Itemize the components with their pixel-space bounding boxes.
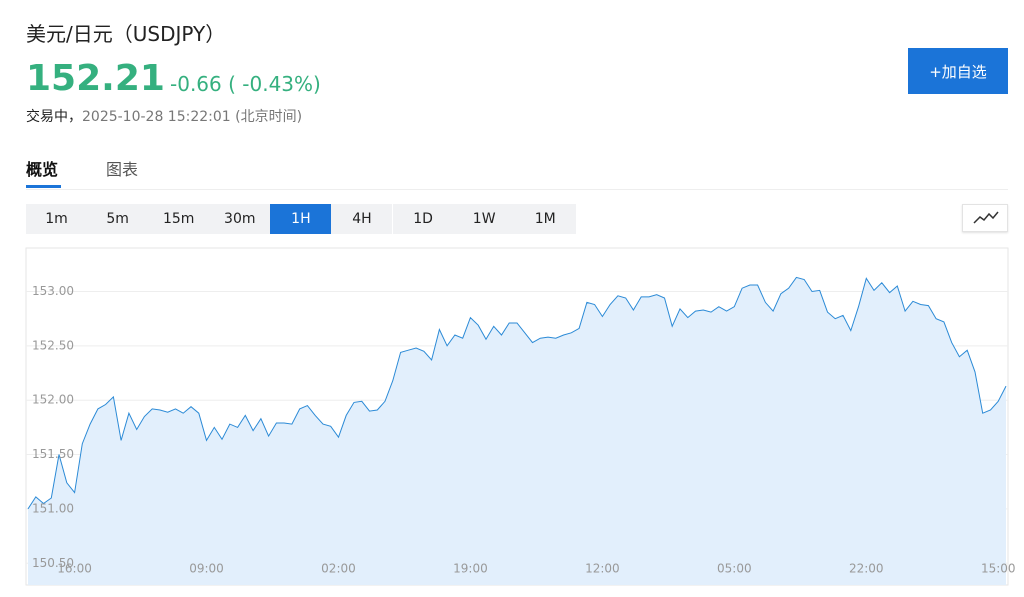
tab[interactable]: 图表 [106, 160, 139, 179]
interval-button[interactable]: 30m [209, 204, 271, 234]
x-tick-label: 05:00 [717, 562, 752, 576]
change-value: -0.66 [170, 72, 222, 96]
interval-button[interactable]: 1M [514, 204, 576, 234]
change-percent: ( -0.43%) [228, 72, 321, 96]
x-tick-label: 15:00 [981, 562, 1016, 576]
y-tick-label: 151.50 [32, 447, 74, 461]
y-tick-label: 150.50 [32, 556, 74, 570]
tab-underline [26, 185, 61, 188]
watch-button[interactable]: +加自选 [908, 48, 1008, 94]
y-tick-label: 153.00 [32, 284, 74, 298]
price: 152.21 [26, 58, 165, 99]
interval-button[interactable]: 1D [392, 204, 454, 234]
area-fill [28, 277, 1006, 585]
interval-button[interactable]: 1m [26, 204, 87, 234]
interval-button[interactable]: 1H [270, 204, 332, 234]
y-tick-label: 152.00 [32, 393, 74, 407]
y-tick-label: 151.00 [32, 501, 74, 515]
chart-icon [973, 211, 999, 224]
interval-bar: 1m 5m 15m 30m 1H 4H 1D 1W 1M [26, 204, 576, 234]
x-tick-label: 12:00 [585, 562, 620, 576]
y-tick-label: 152.50 [32, 338, 74, 352]
x-tick-label: 22:00 [849, 562, 884, 576]
price-line [27, 276, 1007, 510]
x-tick-label: 16:00 [57, 562, 92, 576]
title: 美元/日元（USDJPY） [26, 22, 226, 46]
x-tick-label: 19:00 [453, 562, 488, 576]
interval-button[interactable]: 4H [331, 204, 393, 234]
tab-divider [26, 189, 1008, 190]
status: 交易中，2025-10-28 15:22:01 (北京时间) [26, 106, 302, 126]
interval-button[interactable]: 5m [87, 204, 149, 234]
interval-button[interactable]: 15m [148, 204, 210, 234]
timestamp: 2025-10-28 15:22:01 (北京时间) [82, 109, 303, 125]
x-tick-label: 09:00 [189, 562, 224, 576]
change: -0.66 ( -0.43%) [170, 72, 321, 96]
chart-type-button[interactable] [962, 204, 1008, 232]
tab[interactable]: 概览 [26, 160, 59, 179]
interval-button[interactable]: 1W [453, 204, 515, 234]
x-tick-label: 02:00 [321, 562, 356, 576]
trading-status: 交易中， [26, 109, 82, 125]
